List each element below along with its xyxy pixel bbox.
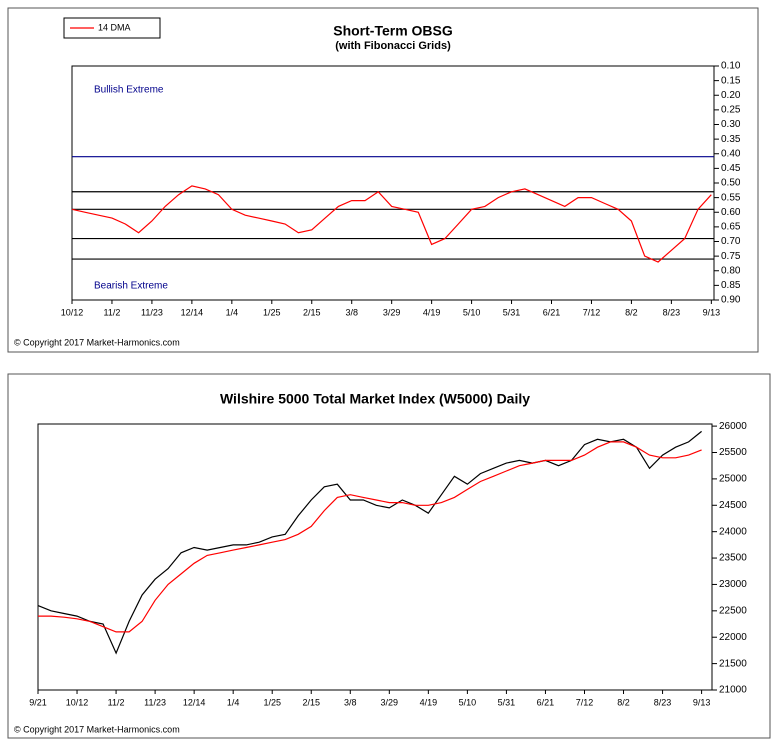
y-tick-label: 0.40	[721, 148, 741, 159]
x-tick-label: 5/10	[463, 307, 481, 317]
x-tick-label: 11/23	[144, 697, 166, 707]
y-tick-label: 21000	[719, 685, 747, 696]
x-tick-label: 8/23	[654, 697, 672, 707]
x-tick-label: 1/25	[263, 697, 281, 707]
y-tick-label: 23500	[719, 553, 747, 564]
y-tick-label: 22000	[719, 632, 747, 643]
x-tick-label: 2/15	[302, 697, 320, 707]
x-tick-label: 8/2	[625, 307, 638, 317]
x-tick-label: 1/25	[263, 307, 281, 317]
y-tick-label: 25000	[719, 474, 747, 485]
x-tick-label: 4/19	[423, 307, 441, 317]
x-tick-label: 5/10	[459, 697, 477, 707]
x-tick-label: 1/4	[227, 697, 240, 707]
x-tick-label: 6/21	[543, 307, 561, 317]
y-tick-label: 25500	[719, 447, 747, 458]
plot-area	[37, 423, 713, 691]
y-tick-label: 0.35	[721, 134, 741, 145]
x-tick-label: 7/12	[583, 307, 601, 317]
y-tick-label: 23000	[719, 579, 747, 590]
legend-label: 14 DMA	[98, 22, 131, 32]
y-tick-label: 22500	[719, 605, 747, 616]
x-tick-label: 9/13	[703, 307, 721, 317]
copyright: © Copyright 2017 Market-Harmonics.com	[14, 337, 180, 347]
y-tick-label: 0.90	[721, 295, 741, 306]
x-tick-label: 12/14	[181, 307, 204, 317]
y-tick-label: 0.20	[721, 90, 741, 101]
y-tick-label: 0.45	[721, 163, 741, 174]
data-line	[71, 185, 712, 263]
y-tick-label: 0.60	[721, 207, 741, 218]
x-tick-label: 6/21	[537, 697, 555, 707]
plot-area	[71, 65, 715, 301]
y-tick-label: 0.10	[721, 61, 741, 72]
annotation: Bearish Extreme	[94, 281, 168, 292]
y-tick-label: 0.30	[721, 119, 741, 130]
x-tick-label: 2/15	[303, 307, 321, 317]
y-tick-label: 21500	[719, 658, 747, 669]
x-tick-label: 9/21	[29, 697, 47, 707]
copyright: © Copyright 2017 Market-Harmonics.com	[14, 724, 180, 734]
x-tick-label: 7/12	[576, 697, 594, 707]
x-tick-label: 12/14	[183, 697, 206, 707]
data-line	[38, 441, 702, 633]
data-line	[37, 430, 702, 655]
x-tick-label: 9/13	[693, 697, 711, 707]
x-tick-label: 3/29	[383, 307, 401, 317]
y-tick-label: 24500	[719, 500, 747, 511]
chart-subtitle: (with Fibonacci Grids)	[335, 40, 451, 52]
y-tick-label: 24000	[719, 526, 747, 537]
y-tick-label: 26000	[719, 421, 747, 432]
x-tick-label: 11/2	[108, 697, 125, 707]
x-tick-label: 8/23	[663, 307, 681, 317]
annotation: Bullish Extreme	[94, 85, 164, 96]
x-tick-label: 8/2	[617, 697, 630, 707]
y-tick-label: 0.70	[721, 236, 741, 247]
x-tick-label: 3/29	[381, 697, 399, 707]
chart-title: Short-Term OBSG	[333, 23, 453, 39]
x-tick-label: 1/4	[226, 307, 239, 317]
y-tick-label: 0.50	[721, 178, 741, 189]
y-tick-label: 0.25	[721, 105, 741, 116]
x-tick-label: 3/8	[344, 697, 357, 707]
x-tick-label: 5/31	[498, 697, 516, 707]
x-tick-label: 10/12	[61, 307, 84, 317]
x-tick-label: 11/23	[141, 307, 163, 317]
y-tick-label: 0.80	[721, 265, 741, 276]
x-tick-label: 4/19	[420, 697, 438, 707]
y-tick-label: 0.75	[721, 251, 741, 262]
y-tick-label: 0.15	[721, 75, 741, 86]
legend-box	[63, 17, 161, 39]
y-tick-label: 0.85	[721, 280, 741, 291]
x-tick-label: 5/31	[503, 307, 521, 317]
x-tick-label: 10/12	[66, 697, 89, 707]
x-tick-label: 11/2	[104, 307, 121, 317]
chart-title: Wilshire 5000 Total Market Index (W5000)…	[220, 391, 530, 407]
y-tick-label: 0.65	[721, 222, 741, 233]
x-tick-label: 3/8	[345, 307, 358, 317]
y-tick-label: 0.55	[721, 192, 741, 203]
